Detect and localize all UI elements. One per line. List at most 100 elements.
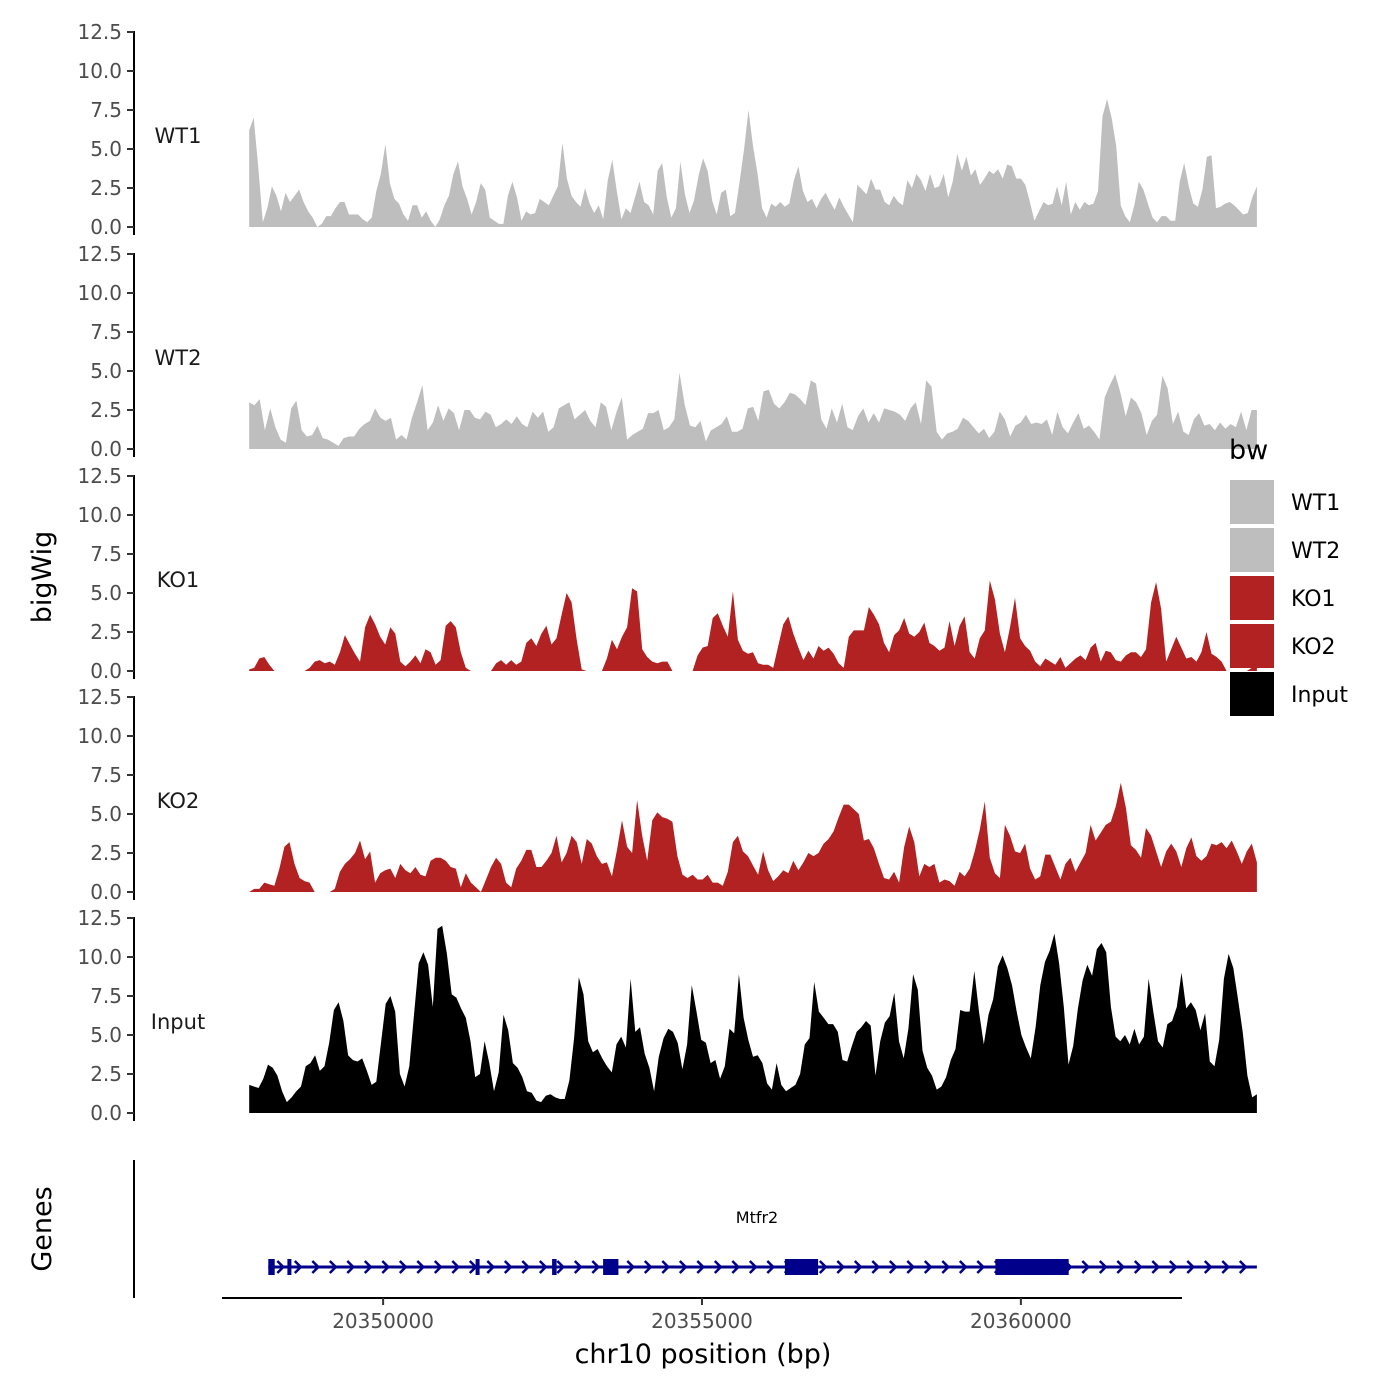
- x-tick-label: 20355000: [651, 1309, 753, 1333]
- y-axis-title: bigWig: [27, 531, 58, 624]
- genes-track: Genes Mtfr2: [27, 1160, 1257, 1298]
- strand-arrow-icon: [1238, 1260, 1248, 1274]
- strand-arrow-icon: [311, 1260, 321, 1274]
- strand-arrow-icon: [731, 1260, 741, 1274]
- y-tick-label: 0.0: [90, 215, 122, 239]
- strand-arrow-icon: [398, 1260, 408, 1274]
- coverage-area-ko1: [249, 580, 1257, 671]
- strand-arrow-icon: [1186, 1260, 1196, 1274]
- x-tick-label: 20360000: [970, 1309, 1072, 1333]
- x-tick-label: 20350000: [332, 1309, 434, 1333]
- strand-arrow-icon: [941, 1260, 951, 1274]
- strand-arrow-icon: [276, 1260, 286, 1274]
- y-tick-label: 5.0: [90, 137, 122, 161]
- y-tick-label: 12.5: [77, 20, 122, 44]
- strand-arrow-icon: [696, 1260, 706, 1274]
- legend-label-wt2: WT2: [1291, 539, 1340, 564]
- y-tick-label: 2.5: [90, 1062, 122, 1086]
- strand-arrow-icon: [328, 1260, 338, 1274]
- strand-arrow-icon: [888, 1260, 898, 1274]
- y-tick-label: 7.5: [90, 984, 122, 1008]
- y-tick-label: 12.5: [77, 906, 122, 930]
- y-tick-label: 10.0: [77, 281, 122, 305]
- y-tick-label: 2.5: [90, 620, 122, 644]
- panel-wt2: 0.0 2.5 5.0 7.5 10.0 12.5 WT2: [77, 242, 1257, 461]
- strand-arrow-icon: [871, 1260, 881, 1274]
- exon: [268, 1259, 275, 1275]
- y-tick-label: 2.5: [90, 841, 122, 865]
- strand-arrow-icon: [818, 1260, 828, 1274]
- y-tick-label: 0.0: [90, 659, 122, 683]
- x-axis: 20350000 20355000 20360000: [222, 1297, 1182, 1333]
- exon: [603, 1259, 619, 1275]
- y-tick-label: 7.5: [90, 542, 122, 566]
- strand-arrow-icon: [678, 1260, 688, 1274]
- panel-label-wt1: WT1: [155, 124, 202, 148]
- y-tick-label: 12.5: [77, 464, 122, 488]
- strand-arrow-icon: [1133, 1260, 1143, 1274]
- y-tick-label: 10.0: [77, 503, 122, 527]
- strand-arrow-icon: [661, 1260, 671, 1274]
- y-tick-label: 2.5: [90, 398, 122, 422]
- coverage-area-ko2: [249, 782, 1257, 892]
- y-tick-label: 12.5: [77, 242, 122, 266]
- coverage-area-wt2: [249, 372, 1257, 449]
- exon: [287, 1259, 292, 1275]
- y-tick-label: 7.5: [90, 763, 122, 787]
- genes-track-label: Genes: [27, 1186, 58, 1271]
- strand-arrow-icon: [346, 1260, 356, 1274]
- strand-arrow-icon: [923, 1260, 933, 1274]
- strand-arrow-icon: [416, 1260, 426, 1274]
- legend-label-input: Input: [1291, 683, 1348, 708]
- strand-arrow-icon: [958, 1260, 968, 1274]
- legend-key-ko2: [1230, 624, 1274, 668]
- strand-arrow-icon: [433, 1260, 443, 1274]
- legend-label-ko1: KO1: [1291, 587, 1336, 612]
- panel-wt1: 0.0 2.5 5.0 7.5 10.0 12.5 WT1: [77, 20, 1257, 239]
- legend-label-ko2: KO2: [1291, 635, 1336, 660]
- strand-arrow-icon: [906, 1260, 916, 1274]
- strand-arrow-icon: [1081, 1260, 1091, 1274]
- strand-arrow-icon: [1116, 1260, 1126, 1274]
- strand-arrow-icon: [293, 1260, 303, 1274]
- legend: bw WT1 WT2 KO1 KO2 Input: [1229, 435, 1348, 716]
- panel-label-wt2: WT2: [155, 346, 202, 370]
- y-tick-label: 0.0: [90, 437, 122, 461]
- strand-arrow-icon: [853, 1260, 863, 1274]
- x-axis-title: chr10 position (bp): [575, 1339, 832, 1370]
- legend-title: bw: [1229, 435, 1268, 466]
- strand-arrow-icon: [643, 1260, 653, 1274]
- strand-arrow-icon: [573, 1260, 583, 1274]
- strand-arrow-icon: [626, 1260, 636, 1274]
- strand-arrow-icon: [1221, 1260, 1231, 1274]
- panel-ko2: 0.0 2.5 5.0 7.5 10.0 12.5 KO2: [77, 685, 1257, 904]
- y-tick-label: 0.0: [90, 880, 122, 904]
- strand-arrow-icon: [766, 1260, 776, 1274]
- legend-key-input: [1230, 672, 1274, 716]
- strand-arrow-icon: [521, 1260, 531, 1274]
- legend-label-wt1: WT1: [1291, 491, 1340, 516]
- exon: [475, 1259, 480, 1275]
- strand-arrow-icon: [503, 1260, 513, 1274]
- strand-arrow-icon: [1151, 1260, 1161, 1274]
- y-tick-label: 7.5: [90, 320, 122, 344]
- strand-arrow-icon: [486, 1260, 496, 1274]
- coverage-area-input: [249, 925, 1257, 1113]
- exon: [995, 1259, 1069, 1275]
- strand-arrow-icon: [976, 1260, 986, 1274]
- strand-arrow-icon: [538, 1260, 548, 1274]
- coverage-panels: 0.0 2.5 5.0 7.5 10.0 12.5 WT1 0.0 2.5 5.0 7.5 10.0 1…: [77, 20, 1257, 1125]
- y-tick-label: 5.0: [90, 581, 122, 605]
- legend-key-ko1: [1230, 576, 1274, 620]
- y-tick-label: 5.0: [90, 359, 122, 383]
- y-tick-label: 10.0: [77, 59, 122, 83]
- strand-arrow-icon: [1168, 1260, 1178, 1274]
- strand-arrow-icon: [1203, 1260, 1213, 1274]
- y-tick-label: 5.0: [90, 802, 122, 826]
- panel-input: 0.0 2.5 5.0 7.5 10.0 12.5 Input: [77, 906, 1257, 1125]
- y-tick-label: 5.0: [90, 1023, 122, 1047]
- panel-ko1: 0.0 2.5 5.0 7.5 10.0 12.5 KO1: [77, 464, 1257, 683]
- legend-key-wt1: [1230, 480, 1274, 524]
- y-tick-label: 7.5: [90, 98, 122, 122]
- panel-label-ko2: KO2: [157, 789, 200, 813]
